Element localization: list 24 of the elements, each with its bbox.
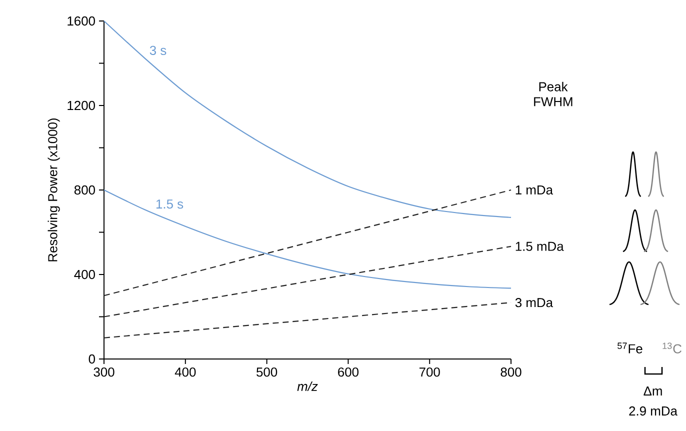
y-axis-title: Resolving Power (x1000)	[48, 118, 60, 262]
y-tick-label: 1200	[68, 100, 95, 110]
x-axis-title: m/z	[297, 382, 318, 392]
series-label: 1.5 mDa	[516, 242, 564, 251]
y-tick-label: 1600	[68, 16, 95, 26]
series-label: 1.5 s	[156, 200, 184, 209]
text: Peak FWHM	[534, 82, 572, 106]
y-tick-label: 0	[88, 354, 96, 364]
y-tick-label: 800	[74, 185, 95, 195]
x-tick-label: 500	[256, 368, 278, 377]
y-tick-label: 400	[74, 270, 95, 280]
x-tick-label: 800	[500, 368, 522, 377]
text: $^{13}$C	[662, 342, 682, 354]
x-tick-label: 300	[94, 368, 114, 377]
text: 2.9 mDa	[629, 406, 678, 416]
series-label: 1 mDa	[516, 185, 554, 195]
series-label: 3 s	[150, 46, 166, 55]
x-tick-label: 700	[419, 368, 440, 377]
series-label: 3 mDa	[515, 298, 554, 308]
text: Δm	[644, 386, 662, 396]
line-series	[103, 20, 512, 218]
x-tick-label: 600	[338, 368, 359, 377]
text: $^{57}$Fe	[618, 342, 642, 354]
x-tick-label: 400	[174, 368, 196, 377]
